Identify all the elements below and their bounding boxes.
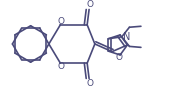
Text: O: O	[87, 79, 94, 88]
Text: O: O	[116, 53, 123, 62]
Text: N: N	[123, 32, 130, 42]
Text: O: O	[58, 61, 65, 70]
Text: O: O	[58, 17, 65, 26]
Text: O: O	[87, 0, 94, 9]
